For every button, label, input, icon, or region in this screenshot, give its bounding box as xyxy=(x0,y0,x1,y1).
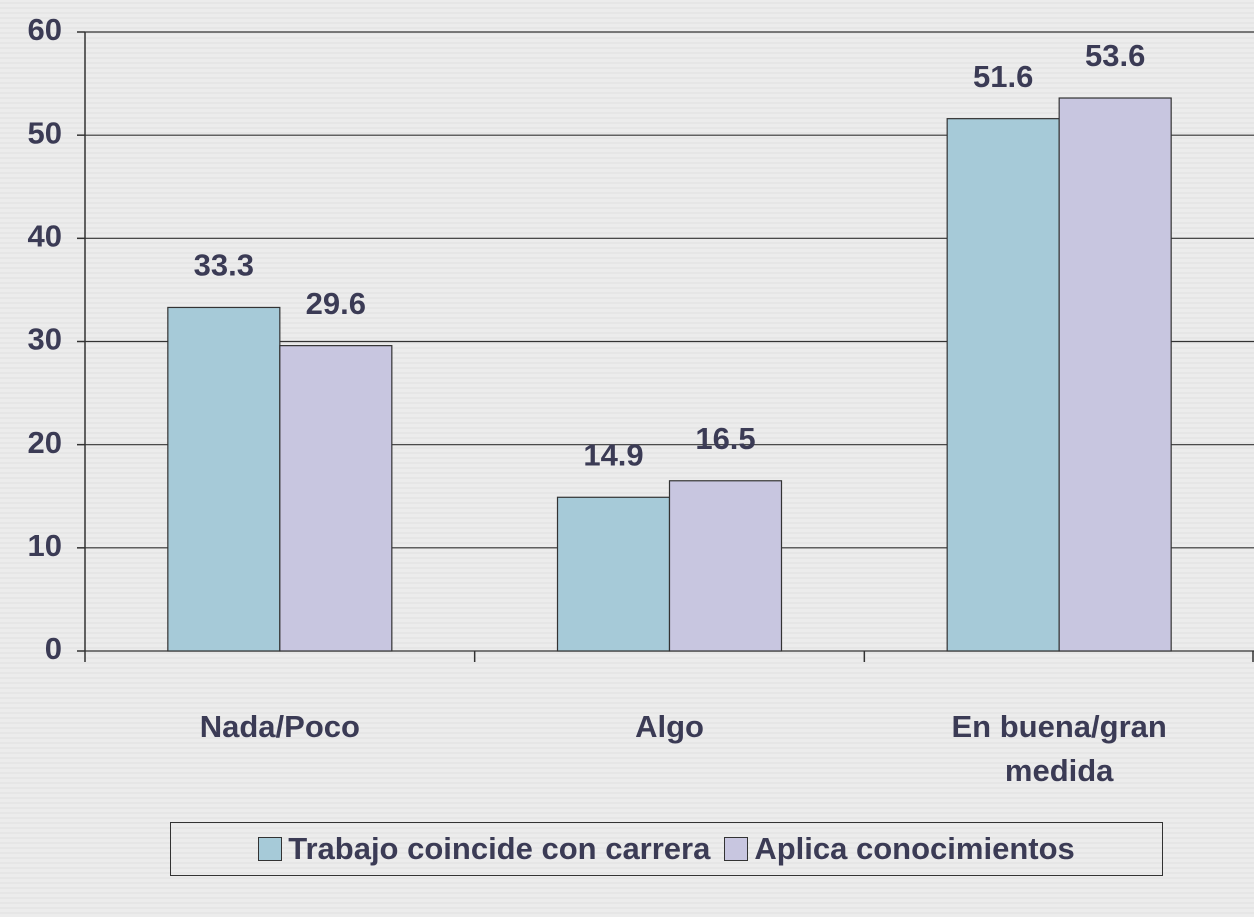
y-tick-label: 40 xyxy=(28,219,62,254)
value-label: 53.6 xyxy=(1085,38,1145,73)
value-label: 16.5 xyxy=(695,421,755,456)
y-tick-label: 20 xyxy=(28,425,62,460)
legend-label: Aplica conocimientos xyxy=(754,831,1075,866)
legend-swatch xyxy=(724,837,749,861)
y-tick-label: 10 xyxy=(28,528,62,563)
x-tick-label: En buena/gran medida xyxy=(951,709,1167,788)
bar xyxy=(668,480,783,652)
bar xyxy=(1058,97,1172,652)
bar xyxy=(167,306,281,652)
legend-swatch xyxy=(258,837,283,861)
legend-item: Trabajo coincide con carrera xyxy=(258,831,710,867)
y-tick-label: 30 xyxy=(28,322,62,357)
legend-item: Aplica conocimientos xyxy=(724,831,1075,867)
y-tick-label: 60 xyxy=(28,12,62,47)
x-tick-label: Algo xyxy=(635,709,704,744)
value-label: 51.6 xyxy=(973,59,1033,94)
value-label: 29.6 xyxy=(306,286,366,321)
bar xyxy=(556,496,671,652)
legend-label: Trabajo coincide con carrera xyxy=(288,831,711,866)
x-tick-label: Nada/Poco xyxy=(199,709,360,744)
value-label: 33.3 xyxy=(194,248,254,283)
value-label: 14.9 xyxy=(583,437,643,472)
y-tick-label: 0 xyxy=(45,631,62,666)
bar xyxy=(279,345,393,652)
bar xyxy=(946,118,1060,652)
y-tick-label: 50 xyxy=(28,115,62,150)
legend: Trabajo coincide con carrera Aplica conoc… xyxy=(170,822,1163,876)
